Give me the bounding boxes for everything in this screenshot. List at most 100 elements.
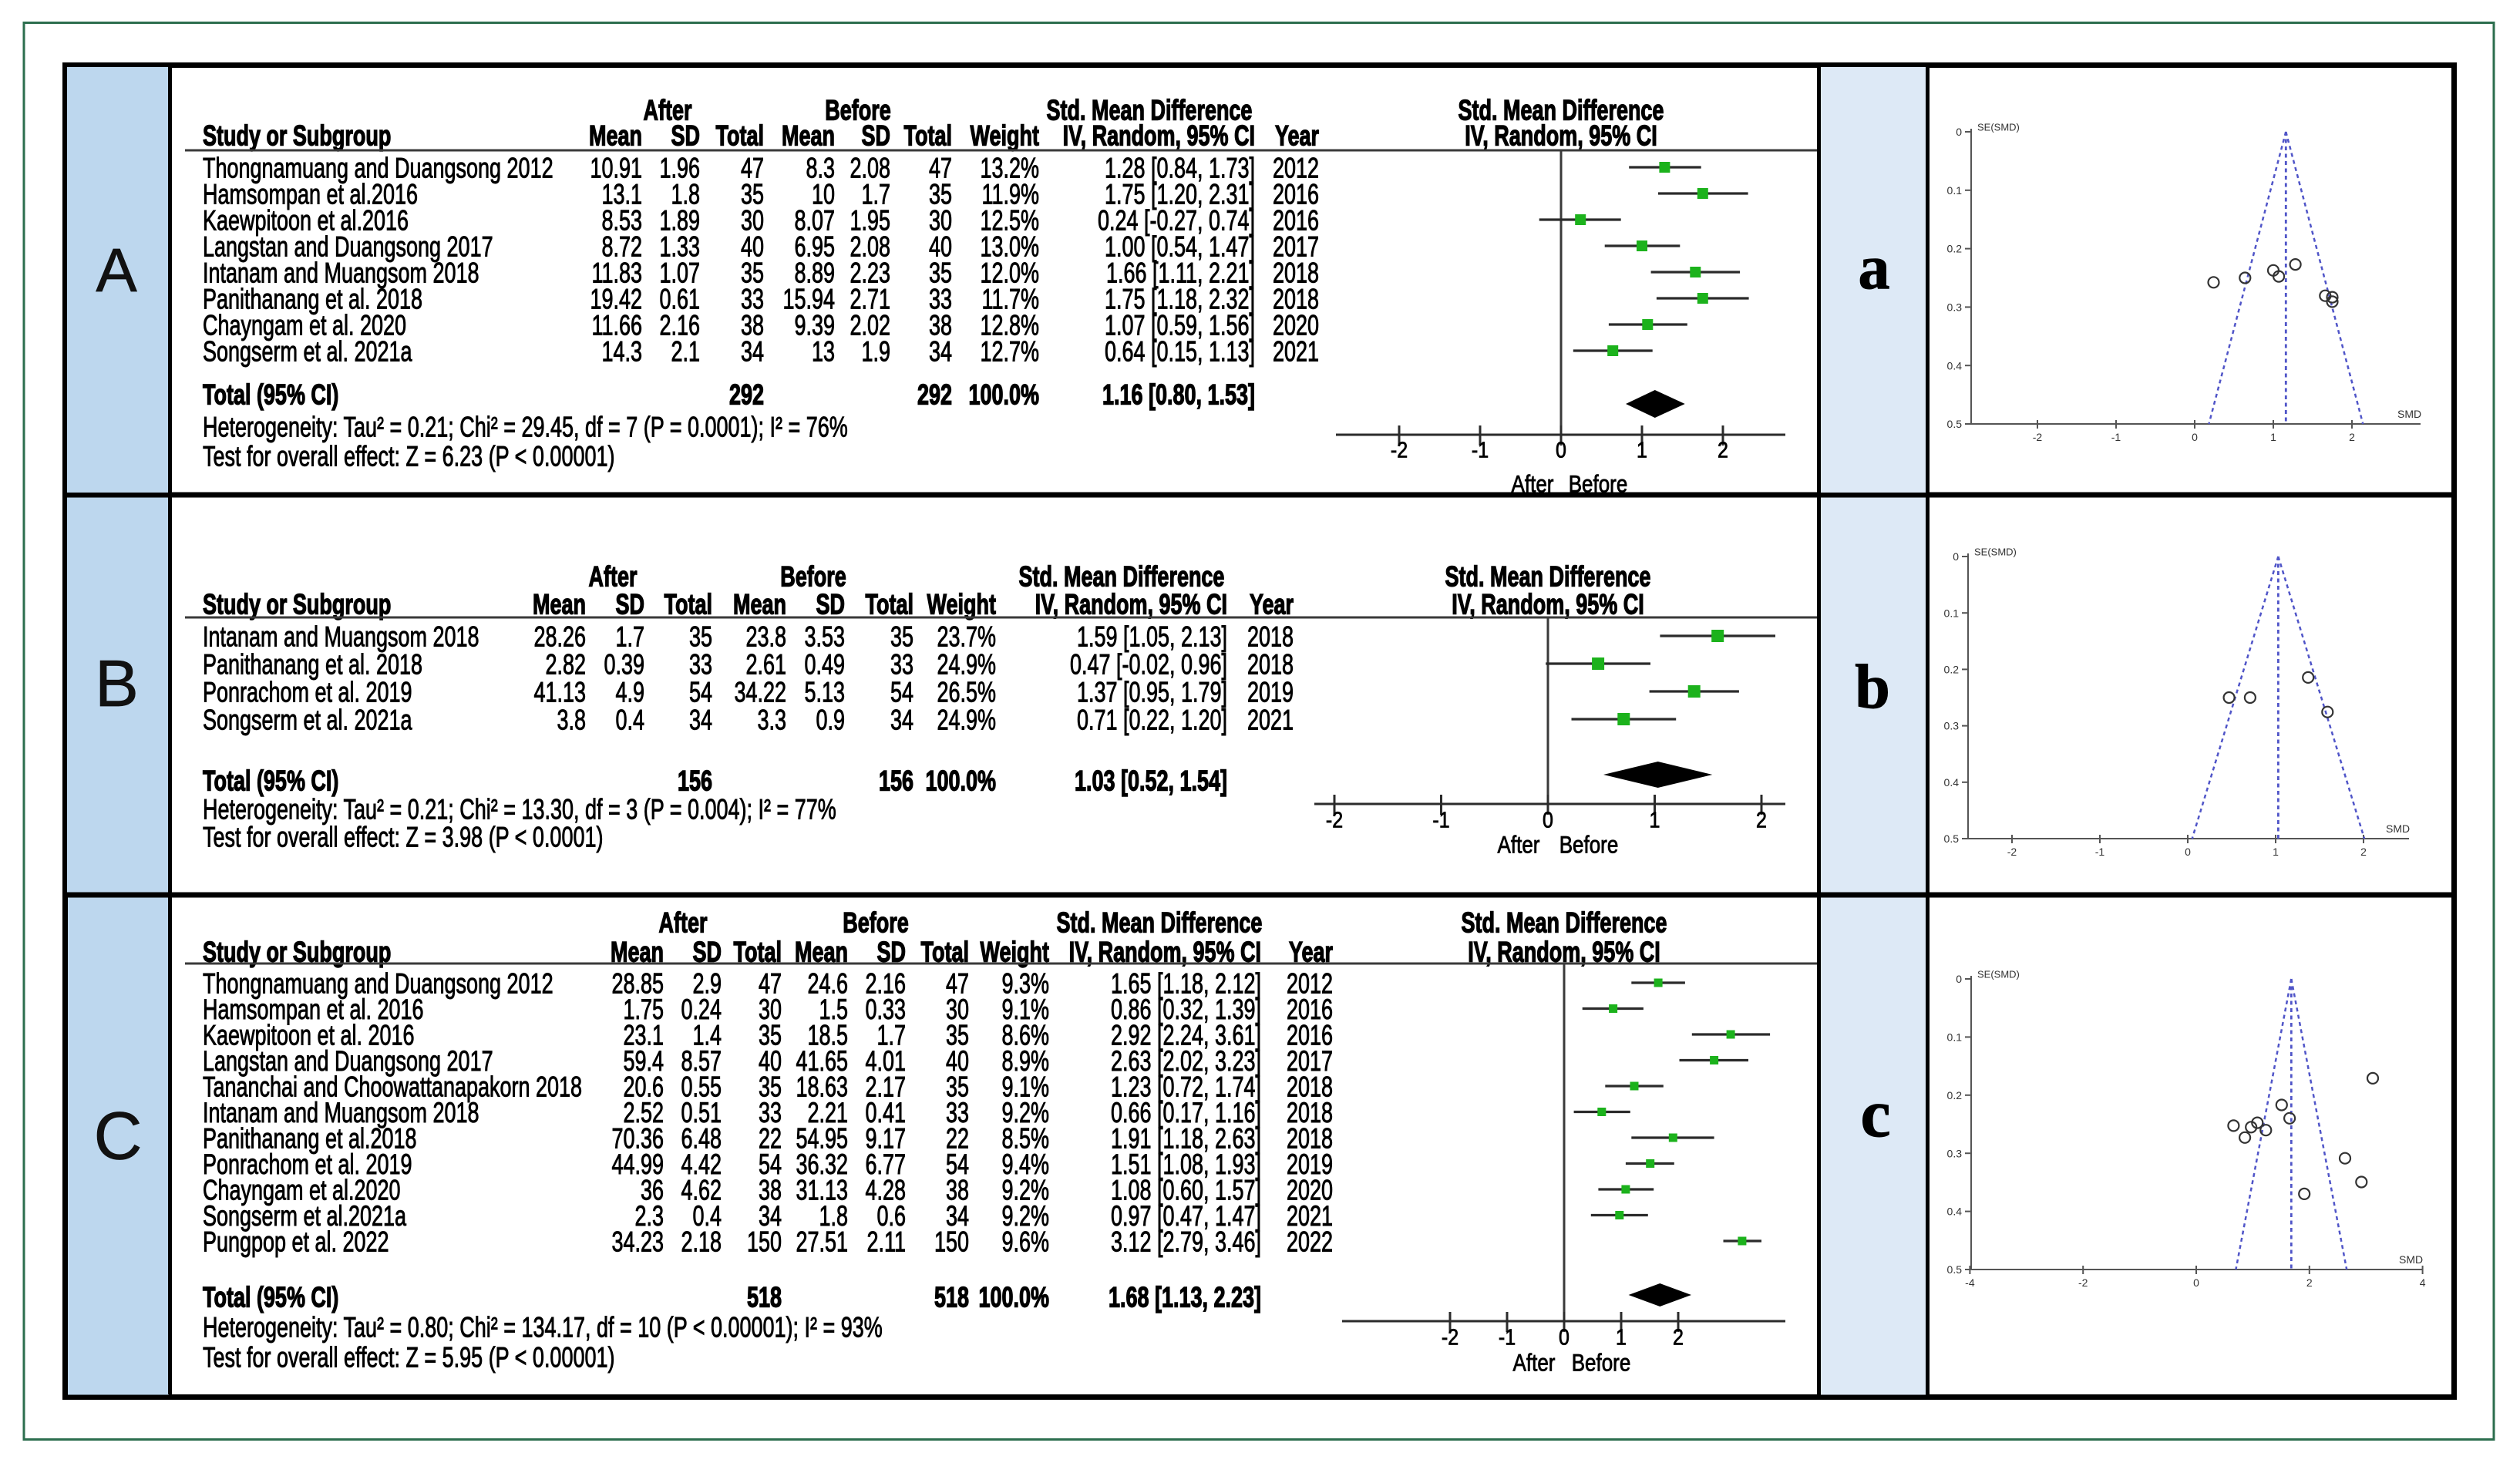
svg-text:9.2%: 9.2% [1001, 1097, 1049, 1128]
svg-text:2.08: 2.08 [850, 152, 890, 183]
svg-text:1.7: 1.7 [876, 1019, 906, 1051]
svg-text:SMD: SMD [2397, 408, 2421, 420]
svg-text:0.24 [-0.27, 0.74]: 0.24 [-0.27, 0.74] [1098, 204, 1255, 236]
svg-text:24.9%: 24.9% [937, 648, 996, 680]
svg-text:SMD: SMD [2386, 822, 2410, 835]
svg-text:0.4: 0.4 [615, 704, 644, 735]
svg-text:Songserm et al.2021a: Songserm et al.2021a [203, 1200, 407, 1232]
svg-text:0.66 [0.17, 1.16]: 0.66 [0.17, 1.16] [1111, 1097, 1261, 1128]
svg-text:0.24: 0.24 [681, 994, 722, 1025]
svg-text:0.4: 0.4 [1947, 1206, 1963, 1218]
svg-text:0.3: 0.3 [1944, 720, 1960, 732]
svg-text:4.62: 4.62 [681, 1174, 722, 1206]
svg-text:0: 0 [2193, 1276, 2199, 1289]
svg-text:Total (95% CI): Total (95% CI) [203, 765, 338, 796]
svg-text:11.83: 11.83 [591, 257, 642, 288]
svg-text:0: 0 [1556, 438, 1566, 462]
svg-text:47: 47 [759, 967, 782, 999]
svg-text:Mean: Mean [782, 119, 835, 151]
svg-text:Std. Mean Difference: Std. Mean Difference [1459, 94, 1664, 126]
svg-text:2.08: 2.08 [850, 230, 890, 262]
svg-text:2: 2 [1673, 1325, 1684, 1350]
svg-text:Ponrachom et al. 2019: Ponrachom et al. 2019 [203, 676, 412, 708]
svg-text:1.08 [0.60, 1.57]: 1.08 [0.60, 1.57] [1111, 1174, 1261, 1206]
svg-text:2021: 2021 [1287, 1200, 1333, 1232]
svg-text:SE(SMD): SE(SMD) [1977, 969, 2020, 980]
svg-text:2.18: 2.18 [681, 1226, 722, 1257]
svg-text:8.89: 8.89 [794, 257, 835, 288]
svg-text:2020: 2020 [1287, 1174, 1333, 1206]
svg-text:IV, Random, 95% CI: IV, Random, 95% CI [1063, 119, 1255, 151]
svg-text:1.00 [0.54, 1.47]: 1.00 [0.54, 1.47] [1105, 230, 1255, 262]
svg-text:Total: Total [904, 119, 952, 151]
svg-text:1.65 [1.18, 2.12]: 1.65 [1.18, 2.12] [1111, 967, 1261, 999]
svg-text:1.75: 1.75 [623, 994, 664, 1025]
svg-text:2018: 2018 [1273, 283, 1319, 314]
svg-text:Year: Year [1250, 588, 1294, 620]
svg-text:30: 30 [929, 204, 952, 236]
svg-text:70.36: 70.36 [611, 1122, 664, 1154]
svg-text:1: 1 [1650, 808, 1660, 832]
svg-text:24.9%: 24.9% [937, 704, 996, 735]
svg-text:SE(SMD): SE(SMD) [1974, 546, 2017, 558]
svg-text:8.53: 8.53 [601, 204, 642, 236]
svg-text:SD: SD [616, 588, 644, 620]
svg-text:11.9%: 11.9% [981, 178, 1039, 210]
svg-text:40: 40 [741, 230, 764, 262]
svg-text:4: 4 [2420, 1276, 2426, 1289]
svg-text:0.3: 0.3 [1947, 1147, 1963, 1159]
svg-text:3.8: 3.8 [557, 704, 586, 735]
svg-text:After: After [1513, 1350, 1556, 1377]
svg-text:2: 2 [2349, 431, 2355, 443]
svg-text:Thongnamuang and Duangsong 201: Thongnamuang and Duangsong 2012 [203, 152, 553, 183]
svg-text:2: 2 [1756, 808, 1767, 832]
svg-text:34: 34 [890, 704, 913, 735]
svg-text:13.2%: 13.2% [980, 152, 1039, 183]
svg-text:1.28 [0.84, 1.73]: 1.28 [0.84, 1.73] [1105, 152, 1255, 183]
svg-text:22: 22 [759, 1122, 782, 1154]
svg-text:-1: -1 [2095, 846, 2105, 858]
svg-text:Total (95% CI): Total (95% CI) [203, 378, 338, 410]
svg-text:1.89: 1.89 [659, 204, 700, 236]
svg-text:-1: -1 [1499, 1325, 1516, 1350]
svg-text:1.7: 1.7 [615, 620, 644, 652]
svg-text:Before: Before [780, 560, 846, 592]
svg-text:Study or Subgroup: Study or Subgroup [203, 588, 391, 620]
svg-text:4.28: 4.28 [865, 1174, 906, 1206]
svg-text:2016: 2016 [1287, 994, 1333, 1025]
svg-text:Weight: Weight [927, 588, 997, 620]
svg-text:Mean: Mean [733, 588, 786, 620]
svg-text:35: 35 [741, 257, 764, 288]
svg-text:Total (95% CI): Total (95% CI) [203, 1281, 338, 1313]
svg-text:0.4: 0.4 [1947, 359, 1963, 372]
svg-text:0.51: 0.51 [681, 1097, 722, 1128]
svg-text:18.63: 18.63 [796, 1071, 848, 1102]
svg-text:54: 54 [689, 676, 712, 708]
svg-text:-2: -2 [1326, 808, 1343, 832]
svg-text:34: 34 [759, 1200, 782, 1232]
svg-text:9.2%: 9.2% [1001, 1200, 1049, 1232]
svg-text:54: 54 [890, 676, 913, 708]
svg-text:41.65: 41.65 [796, 1045, 848, 1077]
svg-text:47: 47 [929, 152, 952, 183]
svg-text:1: 1 [1637, 438, 1647, 462]
svg-text:-2: -2 [2033, 431, 2043, 443]
svg-text:2.02: 2.02 [850, 309, 890, 341]
svg-text:Intanam and Muangsom 2018: Intanam and Muangsom 2018 [203, 257, 479, 288]
svg-text:IV, Random, 95% CI: IV, Random, 95% CI [1452, 588, 1644, 620]
svg-text:2018: 2018 [1287, 1122, 1333, 1154]
svg-text:150: 150 [747, 1226, 782, 1257]
svg-text:b: b [1855, 651, 1890, 721]
svg-text:35: 35 [890, 620, 913, 652]
svg-text:2.52: 2.52 [623, 1097, 664, 1128]
svg-text:1.07: 1.07 [659, 257, 700, 288]
svg-text:0: 0 [1956, 126, 1962, 138]
svg-text:3.3: 3.3 [757, 704, 786, 735]
svg-text:B: B [95, 647, 139, 721]
svg-text:10.91: 10.91 [590, 152, 642, 183]
svg-text:38: 38 [946, 1174, 969, 1206]
svg-text:-1: -1 [1472, 438, 1489, 462]
svg-text:35: 35 [759, 1071, 782, 1102]
svg-text:35: 35 [929, 257, 952, 288]
svg-text:34: 34 [946, 1200, 969, 1232]
